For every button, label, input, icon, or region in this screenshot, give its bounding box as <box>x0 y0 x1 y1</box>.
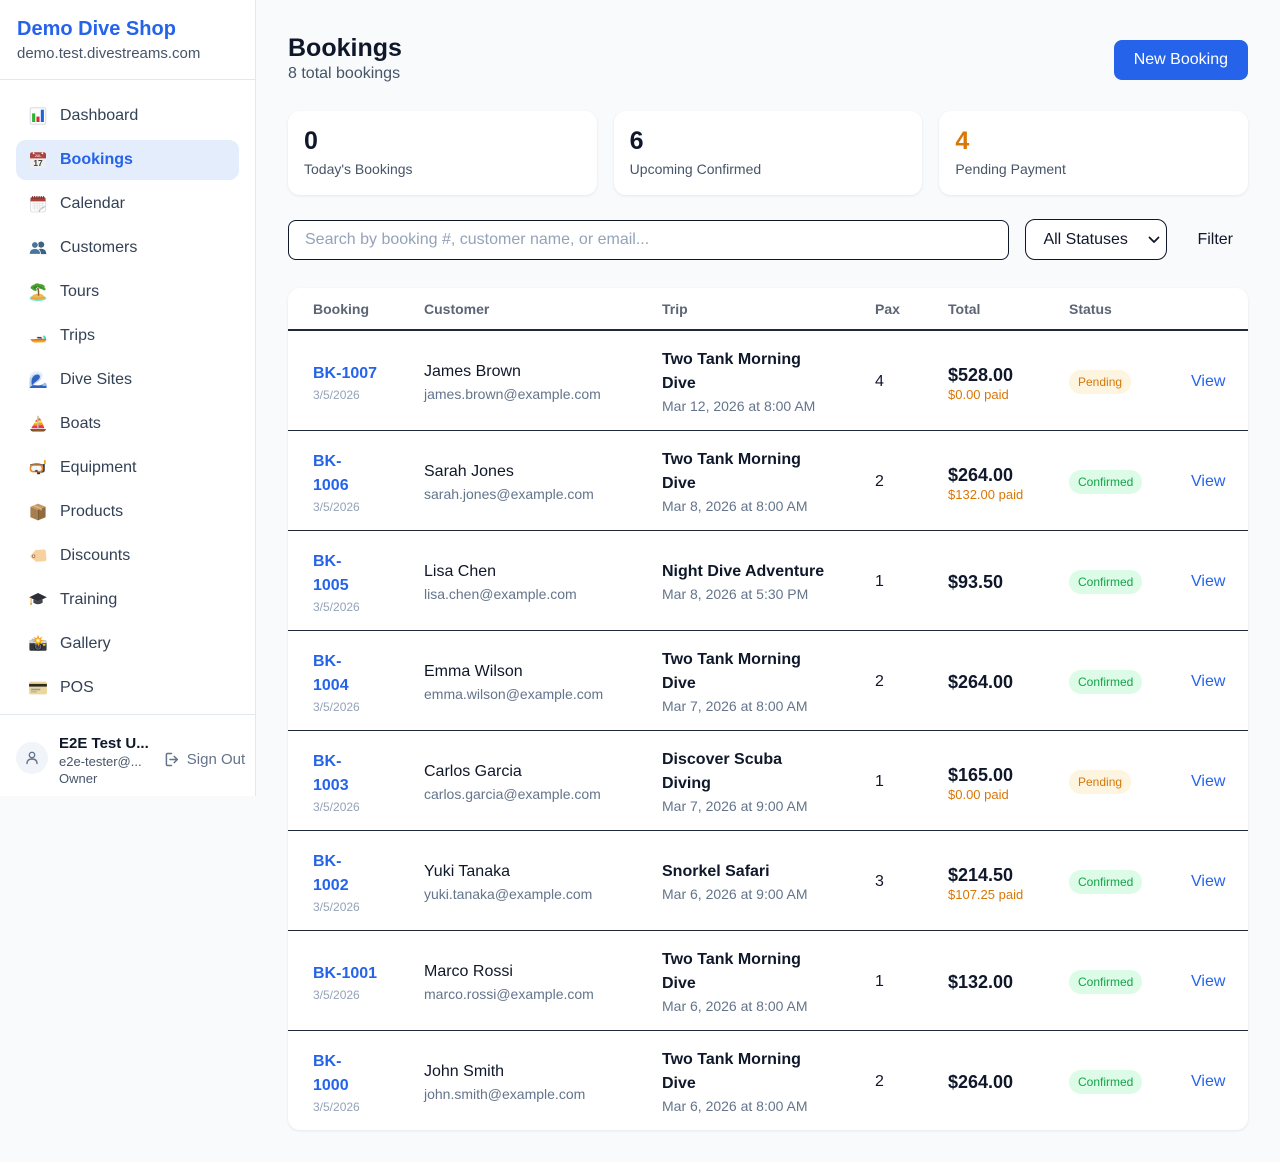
svg-text:JUL: JUL <box>35 154 43 158</box>
svg-text:17: 17 <box>33 158 43 168</box>
